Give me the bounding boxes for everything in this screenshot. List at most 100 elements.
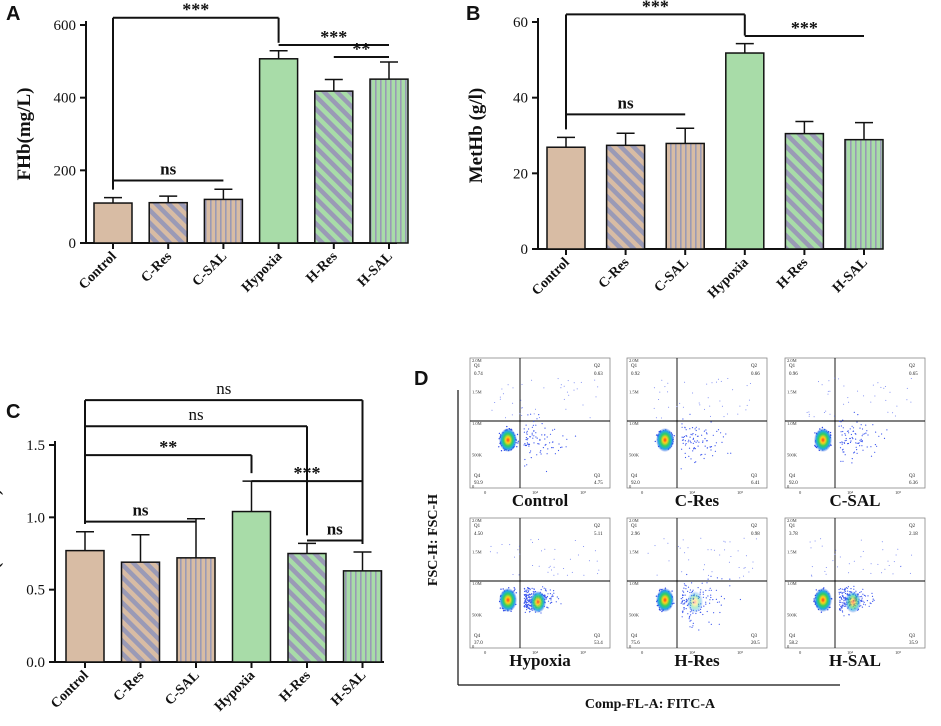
event-dot xyxy=(838,425,840,427)
event-dot xyxy=(525,437,528,439)
flow-y-tick: 500K xyxy=(787,613,798,618)
event-dot xyxy=(682,597,684,599)
event-dot xyxy=(523,602,525,604)
event-dot xyxy=(692,433,694,435)
event-dot xyxy=(853,451,856,453)
event-dot xyxy=(533,413,535,415)
event-dot xyxy=(692,622,694,625)
event-dot xyxy=(681,600,684,603)
event-dot xyxy=(841,598,843,601)
event-dot xyxy=(568,394,570,396)
event-dot xyxy=(549,602,552,604)
event-dot xyxy=(861,606,864,608)
event-dot xyxy=(855,438,857,440)
quadrant-q1-label: Q1 xyxy=(631,524,638,529)
event-dot xyxy=(881,572,883,574)
event-dot xyxy=(536,454,538,456)
event-dot xyxy=(532,541,533,543)
event-dot xyxy=(673,435,675,437)
event-dot xyxy=(857,414,859,416)
event-dot xyxy=(688,559,690,561)
event-dot xyxy=(844,587,846,590)
event-dot xyxy=(888,565,890,566)
event-dot xyxy=(524,606,526,608)
quadrant-q4-value: 93.9 xyxy=(474,481,483,486)
event-dot xyxy=(671,590,673,592)
event-dot xyxy=(696,440,698,442)
event-dot xyxy=(708,621,710,623)
flow-x-tick: 0 xyxy=(484,490,487,495)
event-dot xyxy=(526,439,528,441)
event-dot xyxy=(844,454,846,456)
event-dot xyxy=(737,413,739,415)
event-dot xyxy=(525,424,527,426)
quadrant-q1-value: 0.96 xyxy=(789,372,798,377)
event-dot xyxy=(840,605,842,607)
event-dot xyxy=(499,607,501,609)
flow-x-tick: 0 xyxy=(799,650,802,655)
event-dot xyxy=(571,571,573,573)
event-dot xyxy=(683,436,686,438)
event-dot xyxy=(489,551,491,553)
flow-y-tick: 1.5M xyxy=(787,550,797,555)
event-dot xyxy=(689,436,691,438)
event-dot xyxy=(516,433,519,436)
event-dot xyxy=(524,601,526,603)
event-dot xyxy=(840,460,842,462)
event-dot xyxy=(707,397,709,399)
event-dot xyxy=(720,604,722,606)
event-dot xyxy=(689,591,691,594)
quadrant-q4-label: Q4 xyxy=(631,634,638,639)
event-dot xyxy=(529,608,531,610)
event-dot xyxy=(839,556,841,558)
event-dot xyxy=(539,439,541,441)
event-dot xyxy=(692,438,694,440)
event-dot xyxy=(685,608,687,610)
event-dot xyxy=(676,406,678,407)
event-dot xyxy=(842,460,844,462)
event-dot xyxy=(884,568,886,570)
quadrant-q1-label: Q1 xyxy=(631,364,638,369)
event-dot xyxy=(694,461,696,464)
event-dot xyxy=(667,382,669,384)
event-dot xyxy=(872,384,874,386)
event-dot xyxy=(547,571,549,573)
event-dot xyxy=(685,588,687,590)
event-dot xyxy=(577,554,579,556)
event-dot xyxy=(864,604,867,606)
event-dot xyxy=(567,380,569,382)
event-dot xyxy=(752,561,754,563)
event-dot xyxy=(755,538,757,540)
event-dot xyxy=(691,582,693,584)
event-dot xyxy=(843,601,845,603)
flow-plot-frame xyxy=(626,517,768,649)
event-dot xyxy=(684,594,686,596)
quadrant-q1-value: 2.96 xyxy=(631,532,640,537)
event-dot xyxy=(710,589,712,591)
event-dot xyxy=(840,606,843,609)
x-tick-label: H-Res xyxy=(277,668,314,705)
event-dot xyxy=(701,582,703,584)
event-dot xyxy=(526,605,529,607)
event-dot xyxy=(544,589,547,591)
event-dot xyxy=(553,590,555,592)
event-dot xyxy=(839,608,841,611)
event-dot xyxy=(542,586,544,588)
event-dot xyxy=(713,612,715,614)
event-dot xyxy=(829,390,831,392)
event-dot xyxy=(710,421,712,423)
event-dot xyxy=(553,592,555,594)
event-dot xyxy=(680,468,682,470)
event-dot xyxy=(526,432,528,434)
event-dot xyxy=(689,428,691,430)
event-dot xyxy=(809,541,811,543)
flow-y-tick: 2.0M xyxy=(787,358,797,363)
quadrant-q4-label: Q4 xyxy=(631,474,638,479)
event-dot xyxy=(521,407,523,409)
quadrant-q4-value: 92.0 xyxy=(789,481,798,486)
event-dot xyxy=(681,448,683,450)
flow-plot-title: H-Res xyxy=(674,651,720,670)
event-dot xyxy=(540,589,542,591)
density-core xyxy=(499,588,517,612)
y-tick-label: 40 xyxy=(513,91,528,107)
